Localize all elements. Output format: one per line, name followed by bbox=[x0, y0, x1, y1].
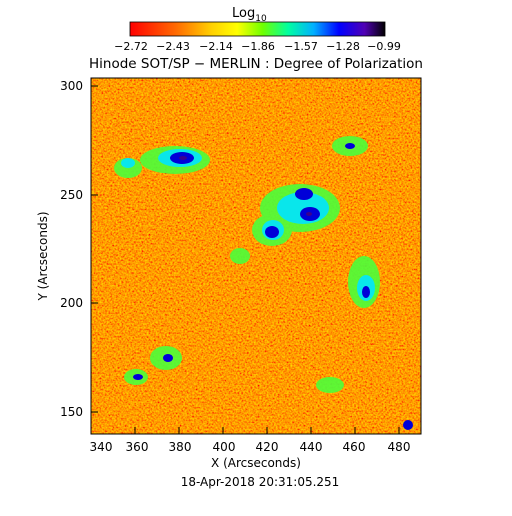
colorbar-tick: −2.14 bbox=[199, 40, 233, 53]
polarization-map bbox=[91, 78, 421, 434]
colorbar-tick: −2.43 bbox=[156, 40, 190, 53]
x-tick-label: 460 bbox=[343, 440, 366, 454]
plot-frame bbox=[90, 77, 422, 435]
colorbar bbox=[129, 21, 386, 37]
colorbar-tick: −2.72 bbox=[114, 40, 148, 53]
y-tick-label: 250 bbox=[60, 188, 83, 202]
colorbar-tick: −1.57 bbox=[284, 40, 318, 53]
x-axis-tick-labels: 340 360 380 400 420 440 460 480 bbox=[90, 440, 411, 454]
y-tick-label: 300 bbox=[60, 79, 83, 93]
y-axis-label: Y (Arcseconds) bbox=[36, 211, 50, 301]
x-tick-label: 340 bbox=[90, 440, 113, 454]
colorbar-label: Log10 bbox=[232, 6, 267, 24]
colorbar-tick: −1.86 bbox=[241, 40, 275, 53]
colorbar-tick: −0.99 bbox=[367, 40, 401, 53]
x-axis-label: X (Arcseconds) bbox=[211, 456, 301, 470]
x-tick-label: 360 bbox=[126, 440, 149, 454]
x-axis-ticks bbox=[90, 427, 400, 434]
x-tick-label: 440 bbox=[300, 440, 323, 454]
y-axis-tick-labels: 300 250 200 150 bbox=[60, 79, 83, 419]
x-tick-label: 480 bbox=[388, 440, 411, 454]
plot-title: Hinode SOT/SP − MERLIN : Degree of Polar… bbox=[89, 56, 423, 72]
y-tick-label: 150 bbox=[60, 405, 83, 419]
x-tick-label: 400 bbox=[213, 440, 236, 454]
colorbar-tick: −1.28 bbox=[326, 40, 360, 53]
y-axis-ticks bbox=[91, 85, 98, 413]
timestamp: 18-Apr-2018 20:31:05.251 bbox=[181, 475, 340, 489]
y-tick-label: 200 bbox=[60, 296, 83, 310]
colorbar-ticks: −2.72 −2.43 −2.14 −1.86 −1.57 −1.28 −0.9… bbox=[114, 40, 401, 53]
x-tick-label: 420 bbox=[256, 440, 279, 454]
x-tick-label: 380 bbox=[169, 440, 192, 454]
